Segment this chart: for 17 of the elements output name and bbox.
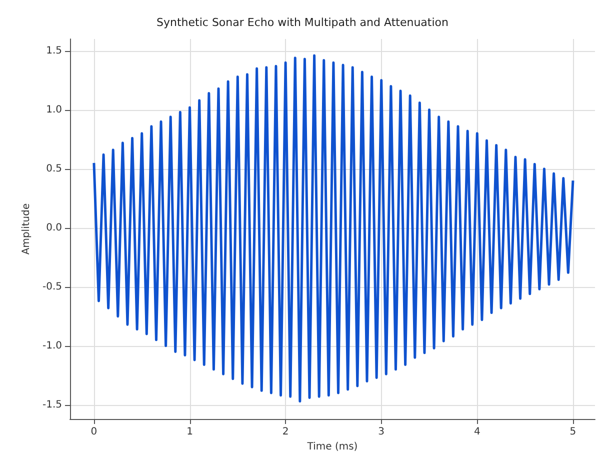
x-tick-label: 5 (570, 426, 576, 438)
x-tick-label: 3 (378, 426, 385, 438)
y-tick-label: 0.5 (46, 163, 62, 174)
y-tick-label: 1.5 (46, 45, 62, 56)
y-tick-label: -1.5 (42, 399, 62, 410)
y-tick-label: 1.0 (46, 104, 62, 116)
line-series (92, 54, 574, 403)
y-tick-label: -0.5 (42, 281, 62, 292)
y-tick-label: -1.0 (42, 340, 62, 352)
x-axis-title: Time (ms) (306, 441, 358, 452)
x-tick-label: 4 (474, 426, 480, 438)
x-tick-label: 0 (90, 426, 98, 438)
y-axis-title: Amplitude (21, 203, 32, 255)
chart-title: Synthetic Sonar Echo with Multipath and Attenuation (156, 16, 449, 29)
x-tick-label: 1 (186, 426, 193, 438)
y-tick-label: 0.0 (46, 222, 62, 234)
x-tick-label: 2 (282, 426, 289, 438)
